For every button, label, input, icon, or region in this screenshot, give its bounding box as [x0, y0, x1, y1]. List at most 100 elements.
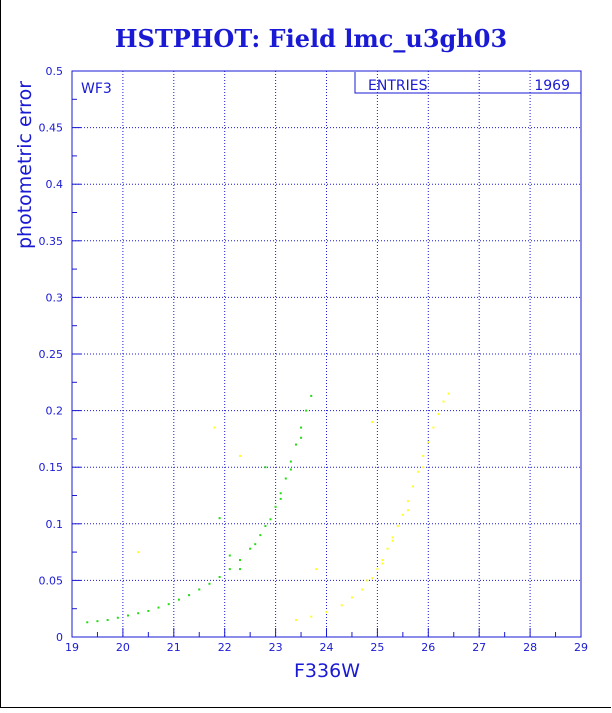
- data-point: [238, 568, 241, 571]
- x-tick-label: 23: [269, 641, 283, 654]
- data-point: [279, 497, 282, 500]
- y-tick-label: 0.15: [39, 461, 64, 474]
- data-point: [177, 598, 180, 601]
- x-tick-label: 27: [472, 641, 486, 654]
- data-point: [116, 616, 119, 619]
- data-point: [412, 485, 415, 488]
- data-point: [238, 454, 241, 457]
- data-point: [325, 611, 328, 614]
- data-point: [361, 588, 364, 591]
- data-point: [391, 539, 394, 542]
- y-tick-label: 0.45: [39, 122, 64, 135]
- data-point: [432, 426, 435, 429]
- data-point: [289, 460, 292, 463]
- data-point: [386, 547, 389, 550]
- y-tick-label: 0: [56, 631, 63, 644]
- data-point: [279, 492, 282, 495]
- data-point: [442, 400, 445, 403]
- stats-box: ENTRIES 1969: [354, 72, 581, 94]
- data-point: [437, 412, 440, 415]
- data-point: [422, 466, 425, 469]
- data-point: [106, 619, 109, 622]
- chart-title: HSTPHOT: Field lmc_u3gh03: [115, 24, 507, 53]
- y-tick-label: 0.5: [46, 65, 64, 78]
- data-point: [401, 513, 404, 516]
- x-axis-label: F336W: [294, 660, 360, 682]
- data-point: [381, 559, 384, 562]
- data-point: [310, 615, 313, 618]
- data-point: [228, 554, 231, 557]
- x-tick-label: 28: [523, 641, 537, 654]
- data-point: [254, 543, 257, 546]
- grid: [72, 71, 581, 637]
- data-point: [274, 505, 277, 508]
- data-point: [284, 477, 287, 480]
- data-point: [391, 536, 394, 539]
- data-point: [417, 470, 420, 473]
- x-tick-label: 20: [116, 641, 130, 654]
- data-point: [310, 394, 313, 397]
- data-point: [198, 588, 201, 591]
- data-point: [137, 551, 140, 554]
- x-tick-label: 26: [421, 641, 435, 654]
- data-point: [406, 500, 409, 503]
- data-point: [300, 436, 303, 439]
- data-point: [96, 620, 99, 623]
- x-tick-label: 25: [370, 641, 384, 654]
- data-point: [259, 534, 262, 537]
- stats-box-label: ENTRIES: [368, 78, 428, 94]
- data-point: [218, 517, 221, 520]
- data-point: [264, 525, 267, 528]
- data-point: [294, 443, 297, 446]
- data-point: [371, 420, 374, 423]
- data-point: [137, 612, 140, 615]
- stats-box-value: 1969: [534, 78, 570, 94]
- y-tick-label: 0.4: [46, 178, 64, 191]
- data-point: [447, 392, 450, 395]
- data-point: [422, 454, 425, 457]
- data-point: [381, 562, 384, 565]
- y-tick-label: 0.1: [46, 518, 64, 531]
- data-point: [218, 576, 221, 579]
- stats-box-outline: [354, 72, 581, 94]
- data-point: [238, 559, 241, 562]
- data-point: [188, 594, 191, 597]
- data-point: [249, 547, 252, 550]
- y-axis-label: photometric error: [14, 81, 36, 249]
- data-point: [228, 568, 231, 571]
- data-point: [406, 509, 409, 512]
- data-point: [300, 426, 303, 429]
- data-point: [427, 441, 430, 444]
- y-tick-label: 0.2: [46, 405, 64, 418]
- y-tick-labels: 0 0.05 0.1 0.15 0.2 0.25 0.3 0.35 0.4 0.45 0.5: [39, 65, 64, 644]
- y-tick-label: 0.05: [39, 574, 64, 587]
- data-points: [86, 392, 450, 624]
- x-tick-label: 21: [167, 641, 181, 654]
- data-point: [376, 568, 379, 571]
- data-point: [264, 466, 267, 469]
- data-point: [305, 409, 308, 412]
- data-point: [86, 621, 89, 624]
- data-point: [213, 426, 216, 429]
- data-point: [340, 604, 343, 607]
- data-point: [294, 619, 297, 622]
- data-point: [269, 518, 272, 521]
- data-point: [350, 596, 353, 599]
- data-point: [157, 606, 160, 609]
- data-point: [167, 603, 170, 606]
- y-tick-label: 0.3: [46, 291, 64, 304]
- data-point: [208, 582, 211, 585]
- x-tick-label: 24: [320, 641, 334, 654]
- x-tick-label: 29: [574, 641, 588, 654]
- data-point: [126, 614, 129, 617]
- x-tick-labels: 19 20 21 22 23 24 25 26 27 28 29: [65, 641, 588, 654]
- y-tick-label: 0.35: [39, 235, 64, 248]
- panel-label: WF3: [81, 81, 112, 97]
- data-point: [315, 568, 318, 571]
- data-point: [366, 579, 369, 582]
- y-tick-label: 0.25: [39, 348, 64, 361]
- x-tick-label: 22: [218, 641, 232, 654]
- data-point: [289, 468, 292, 471]
